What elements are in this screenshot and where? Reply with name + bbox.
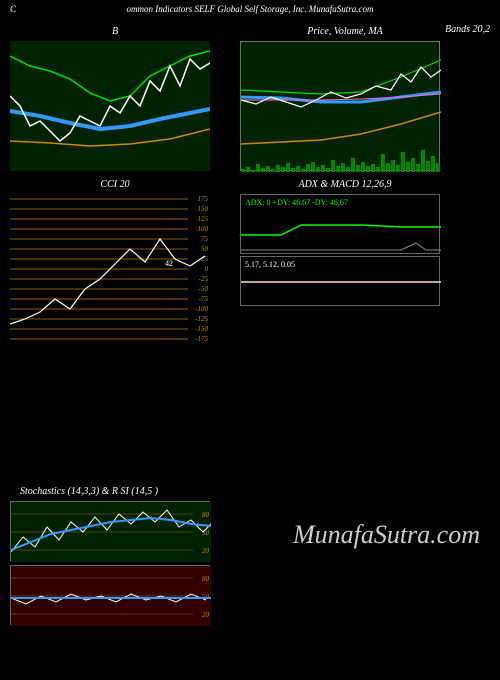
chart-stoch1: 80 50 20: [10, 501, 210, 561]
chart-b: [10, 41, 210, 171]
panel-adx-title: ADX & MACD 12,26,9: [240, 177, 450, 194]
chart-macd: 5.17, 5.12, 0.05: [240, 256, 440, 306]
chart-adx: ADX: 0 +DY: 46.67 -DY: 46.67: [240, 194, 440, 254]
svg-text:5.17, 5.12, 0.05: 5.17, 5.12, 0.05: [245, 260, 295, 269]
panel-b-title: B: [10, 24, 220, 41]
svg-text:-100: -100: [195, 305, 208, 313]
svg-text:-125: -125: [195, 315, 208, 323]
bands-title: Bands 20,2: [445, 24, 490, 35]
panel-price-title: Price, Volume, MA: [240, 24, 450, 41]
svg-text:20: 20: [202, 611, 210, 619]
svg-text:-150: -150: [195, 325, 208, 333]
header-main-text: ommon Indicators SELF Global Self Storag…: [0, 4, 500, 14]
svg-text:ADX: 0 +DY: 46.67 -DY: 46.67: ADX: 0 +DY: 46.67 -DY: 46.67: [245, 198, 348, 207]
svg-text:20: 20: [202, 547, 210, 555]
panel-stoch-title: Stochastics (14,3,3) & R SI (14,5 ): [10, 484, 490, 501]
panel-cci-title: CCI 20: [10, 177, 220, 194]
svg-text:0: 0: [205, 265, 209, 273]
svg-text:50: 50: [201, 245, 209, 253]
svg-text:150: 150: [198, 205, 209, 213]
chart-price: [240, 41, 440, 171]
svg-text:42: 42: [165, 259, 173, 268]
svg-text:-25: -25: [199, 275, 209, 283]
svg-text:-50: -50: [199, 285, 209, 293]
svg-text:80: 80: [202, 575, 210, 583]
svg-text:-175: -175: [195, 335, 208, 343]
svg-text:-75: -75: [199, 295, 209, 303]
svg-text:50: 50: [202, 529, 210, 537]
chart-stoch2: 805020: [10, 565, 210, 625]
svg-text:80: 80: [202, 511, 210, 519]
svg-text:100: 100: [198, 225, 209, 233]
chart-cci: 1751501251007550250-25-50-75-100-125-150…: [10, 194, 210, 344]
svg-text:75: 75: [201, 235, 209, 243]
page-header: C ommon Indicators SELF Global Self Stor…: [0, 0, 500, 24]
svg-text:175: 175: [198, 195, 209, 203]
svg-text:125: 125: [198, 215, 209, 223]
